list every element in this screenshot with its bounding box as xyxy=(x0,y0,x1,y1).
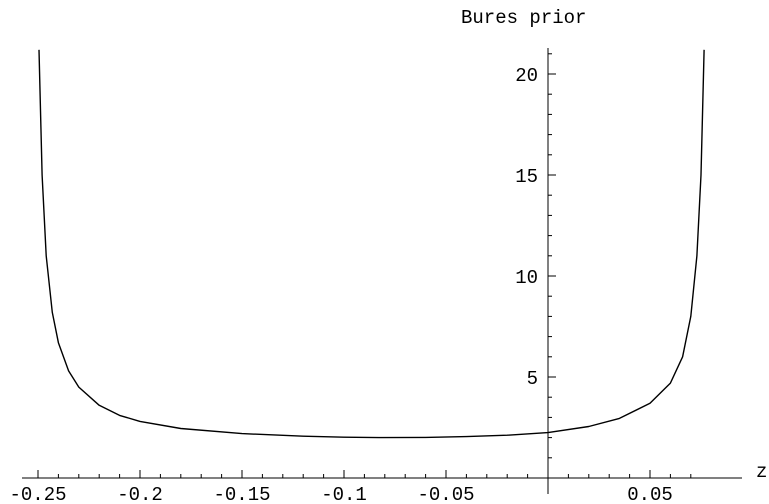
y-tick-label: 10 xyxy=(515,267,538,289)
x-axis-label: z xyxy=(756,461,767,483)
y-tick-label: 20 xyxy=(515,65,538,87)
y-tick-label: 5 xyxy=(527,368,538,390)
y-axis-label: Bures prior xyxy=(461,7,586,29)
x-tick-label: -0.15 xyxy=(213,484,270,504)
x-tick-label: -0.2 xyxy=(117,484,163,504)
y-tick-label: 15 xyxy=(515,166,538,188)
axes xyxy=(22,48,742,494)
x-tick-label: -0.1 xyxy=(321,484,367,504)
x-tick-label: 0.05 xyxy=(627,484,673,504)
tick-labels: -0.25 -0.2 -0.15 -0.1 -0.05 0.05 5 10 15 20 xyxy=(9,65,672,504)
x-tick-label: -0.05 xyxy=(417,484,474,504)
x-tick-label: -0.25 xyxy=(9,484,66,504)
plot-area xyxy=(38,49,705,439)
series-line-0 xyxy=(38,49,705,439)
